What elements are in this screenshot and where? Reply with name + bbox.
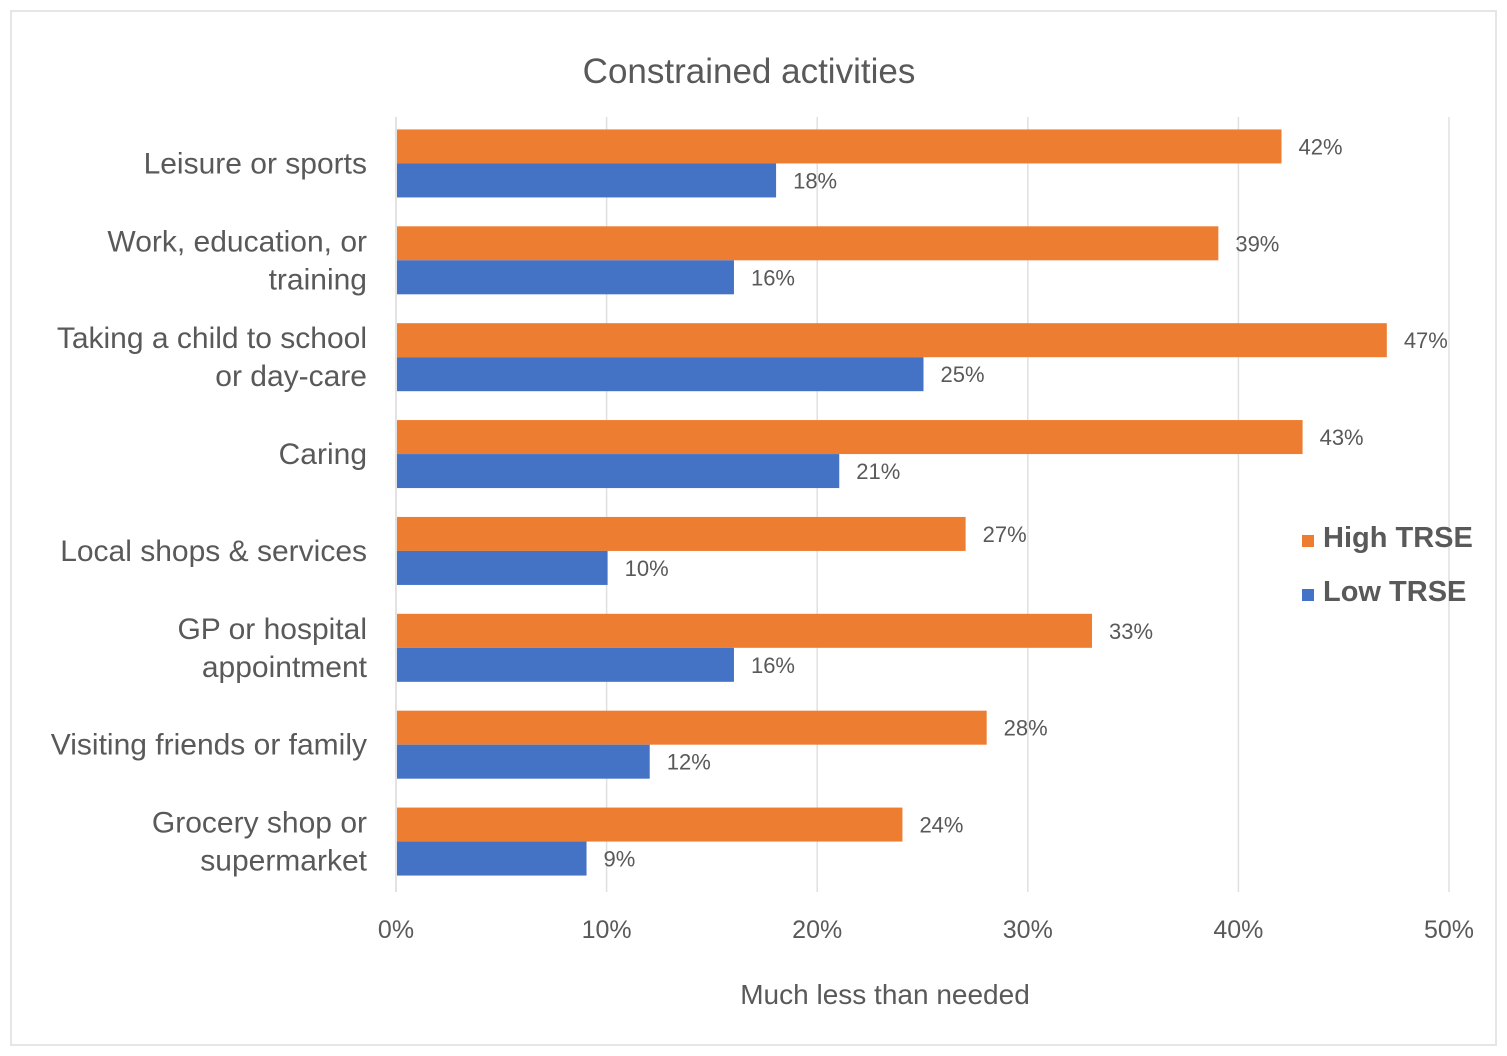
category-label-line: training xyxy=(269,263,367,296)
data-labels: 42% 18% 39% 16% 47% 25% 43% 21% 27% 10% 33% 16% 28% 1… xyxy=(604,134,1448,871)
legend: High TRSE Low TRSE xyxy=(1302,522,1473,608)
legend-swatch xyxy=(1302,589,1314,601)
legend-label: Low TRSE xyxy=(1323,576,1466,608)
bar-high-trse xyxy=(397,613,1092,648)
chart-frame: Constrained activities 42% 18% 39% 16% 47% 25… xyxy=(10,10,1497,1046)
category-label: Taking a child to school or day-care xyxy=(57,322,367,393)
category-label-line: Local shops & services xyxy=(60,535,367,568)
category-labels: Leisure or sports Work, education, or trai… xyxy=(51,147,368,877)
x-tick-label: 40% xyxy=(1213,916,1263,944)
data-label: 47% xyxy=(1404,328,1448,353)
category-label-line: or day-care xyxy=(215,360,367,393)
x-tick-label: 10% xyxy=(582,916,632,944)
category-label: Leisure or sports xyxy=(144,147,367,180)
category-label: Grocery shop or supermarket xyxy=(152,807,368,878)
category-label: Local shops & services xyxy=(60,535,367,568)
bar-high-trse xyxy=(397,516,966,551)
bar-high-trse xyxy=(397,807,903,842)
bar-low-trse xyxy=(397,163,777,198)
category-label-line: appointment xyxy=(202,651,368,684)
bar-low-trse xyxy=(397,647,734,682)
bar-low-trse xyxy=(397,744,650,779)
legend-swatch xyxy=(1302,535,1314,547)
x-tick-label: 50% xyxy=(1424,916,1474,944)
data-label: 39% xyxy=(1235,231,1279,256)
category-label-line: Taking a child to school xyxy=(57,322,367,355)
data-label: 27% xyxy=(983,522,1027,547)
x-axis-title: Much less than needed xyxy=(740,979,1030,1010)
category-label-line: Work, education, or xyxy=(107,225,367,258)
x-tick-label: 30% xyxy=(1003,916,1053,944)
bar-low-trse xyxy=(397,841,587,876)
bar-high-trse xyxy=(397,420,1303,455)
x-tick-label: 20% xyxy=(792,916,842,944)
data-label: 10% xyxy=(625,556,669,581)
category-label-line: supermarket xyxy=(200,845,367,878)
data-label: 24% xyxy=(919,813,963,838)
data-label: 12% xyxy=(667,750,711,775)
data-label: 25% xyxy=(941,362,985,387)
category-label-line: Leisure or sports xyxy=(144,147,367,180)
bar-high-trse xyxy=(397,710,987,745)
category-label: Work, education, or training xyxy=(107,225,367,296)
bar-low-trse xyxy=(397,454,840,489)
bar-chart: Constrained activities 42% 18% 39% 16% 47% 25… xyxy=(51,52,1474,1010)
legend-label: High TRSE xyxy=(1323,522,1473,554)
category-label-line: Grocery shop or xyxy=(152,807,367,840)
category-label: Visiting friends or family xyxy=(51,729,367,762)
x-tick-label: 0% xyxy=(378,916,414,944)
bar-low-trse xyxy=(397,357,924,392)
data-label: 9% xyxy=(604,847,636,872)
bar-low-trse xyxy=(397,260,734,295)
data-label: 42% xyxy=(1299,134,1343,159)
data-label: 33% xyxy=(1109,619,1153,644)
category-label-line: Visiting friends or family xyxy=(51,729,367,762)
category-label: Caring xyxy=(279,438,367,471)
data-label: 16% xyxy=(751,265,795,290)
category-label-line: Caring xyxy=(279,438,367,471)
data-label: 16% xyxy=(751,653,795,678)
chart-title: Constrained activities xyxy=(583,52,916,91)
x-tick-labels: 0% 10% 20% 30% 40% 50% xyxy=(378,916,1474,944)
data-label: 43% xyxy=(1320,425,1364,450)
data-label: 28% xyxy=(1004,716,1048,741)
bar-high-trse xyxy=(397,226,1219,261)
bars xyxy=(397,129,1387,876)
bar-high-trse xyxy=(397,129,1282,164)
data-label: 21% xyxy=(856,459,900,484)
category-label: GP or hospital appointment xyxy=(177,613,367,684)
bar-low-trse xyxy=(397,550,608,585)
bar-high-trse xyxy=(397,323,1387,358)
category-label-line: GP or hospital xyxy=(177,613,367,646)
data-label: 18% xyxy=(793,168,837,193)
